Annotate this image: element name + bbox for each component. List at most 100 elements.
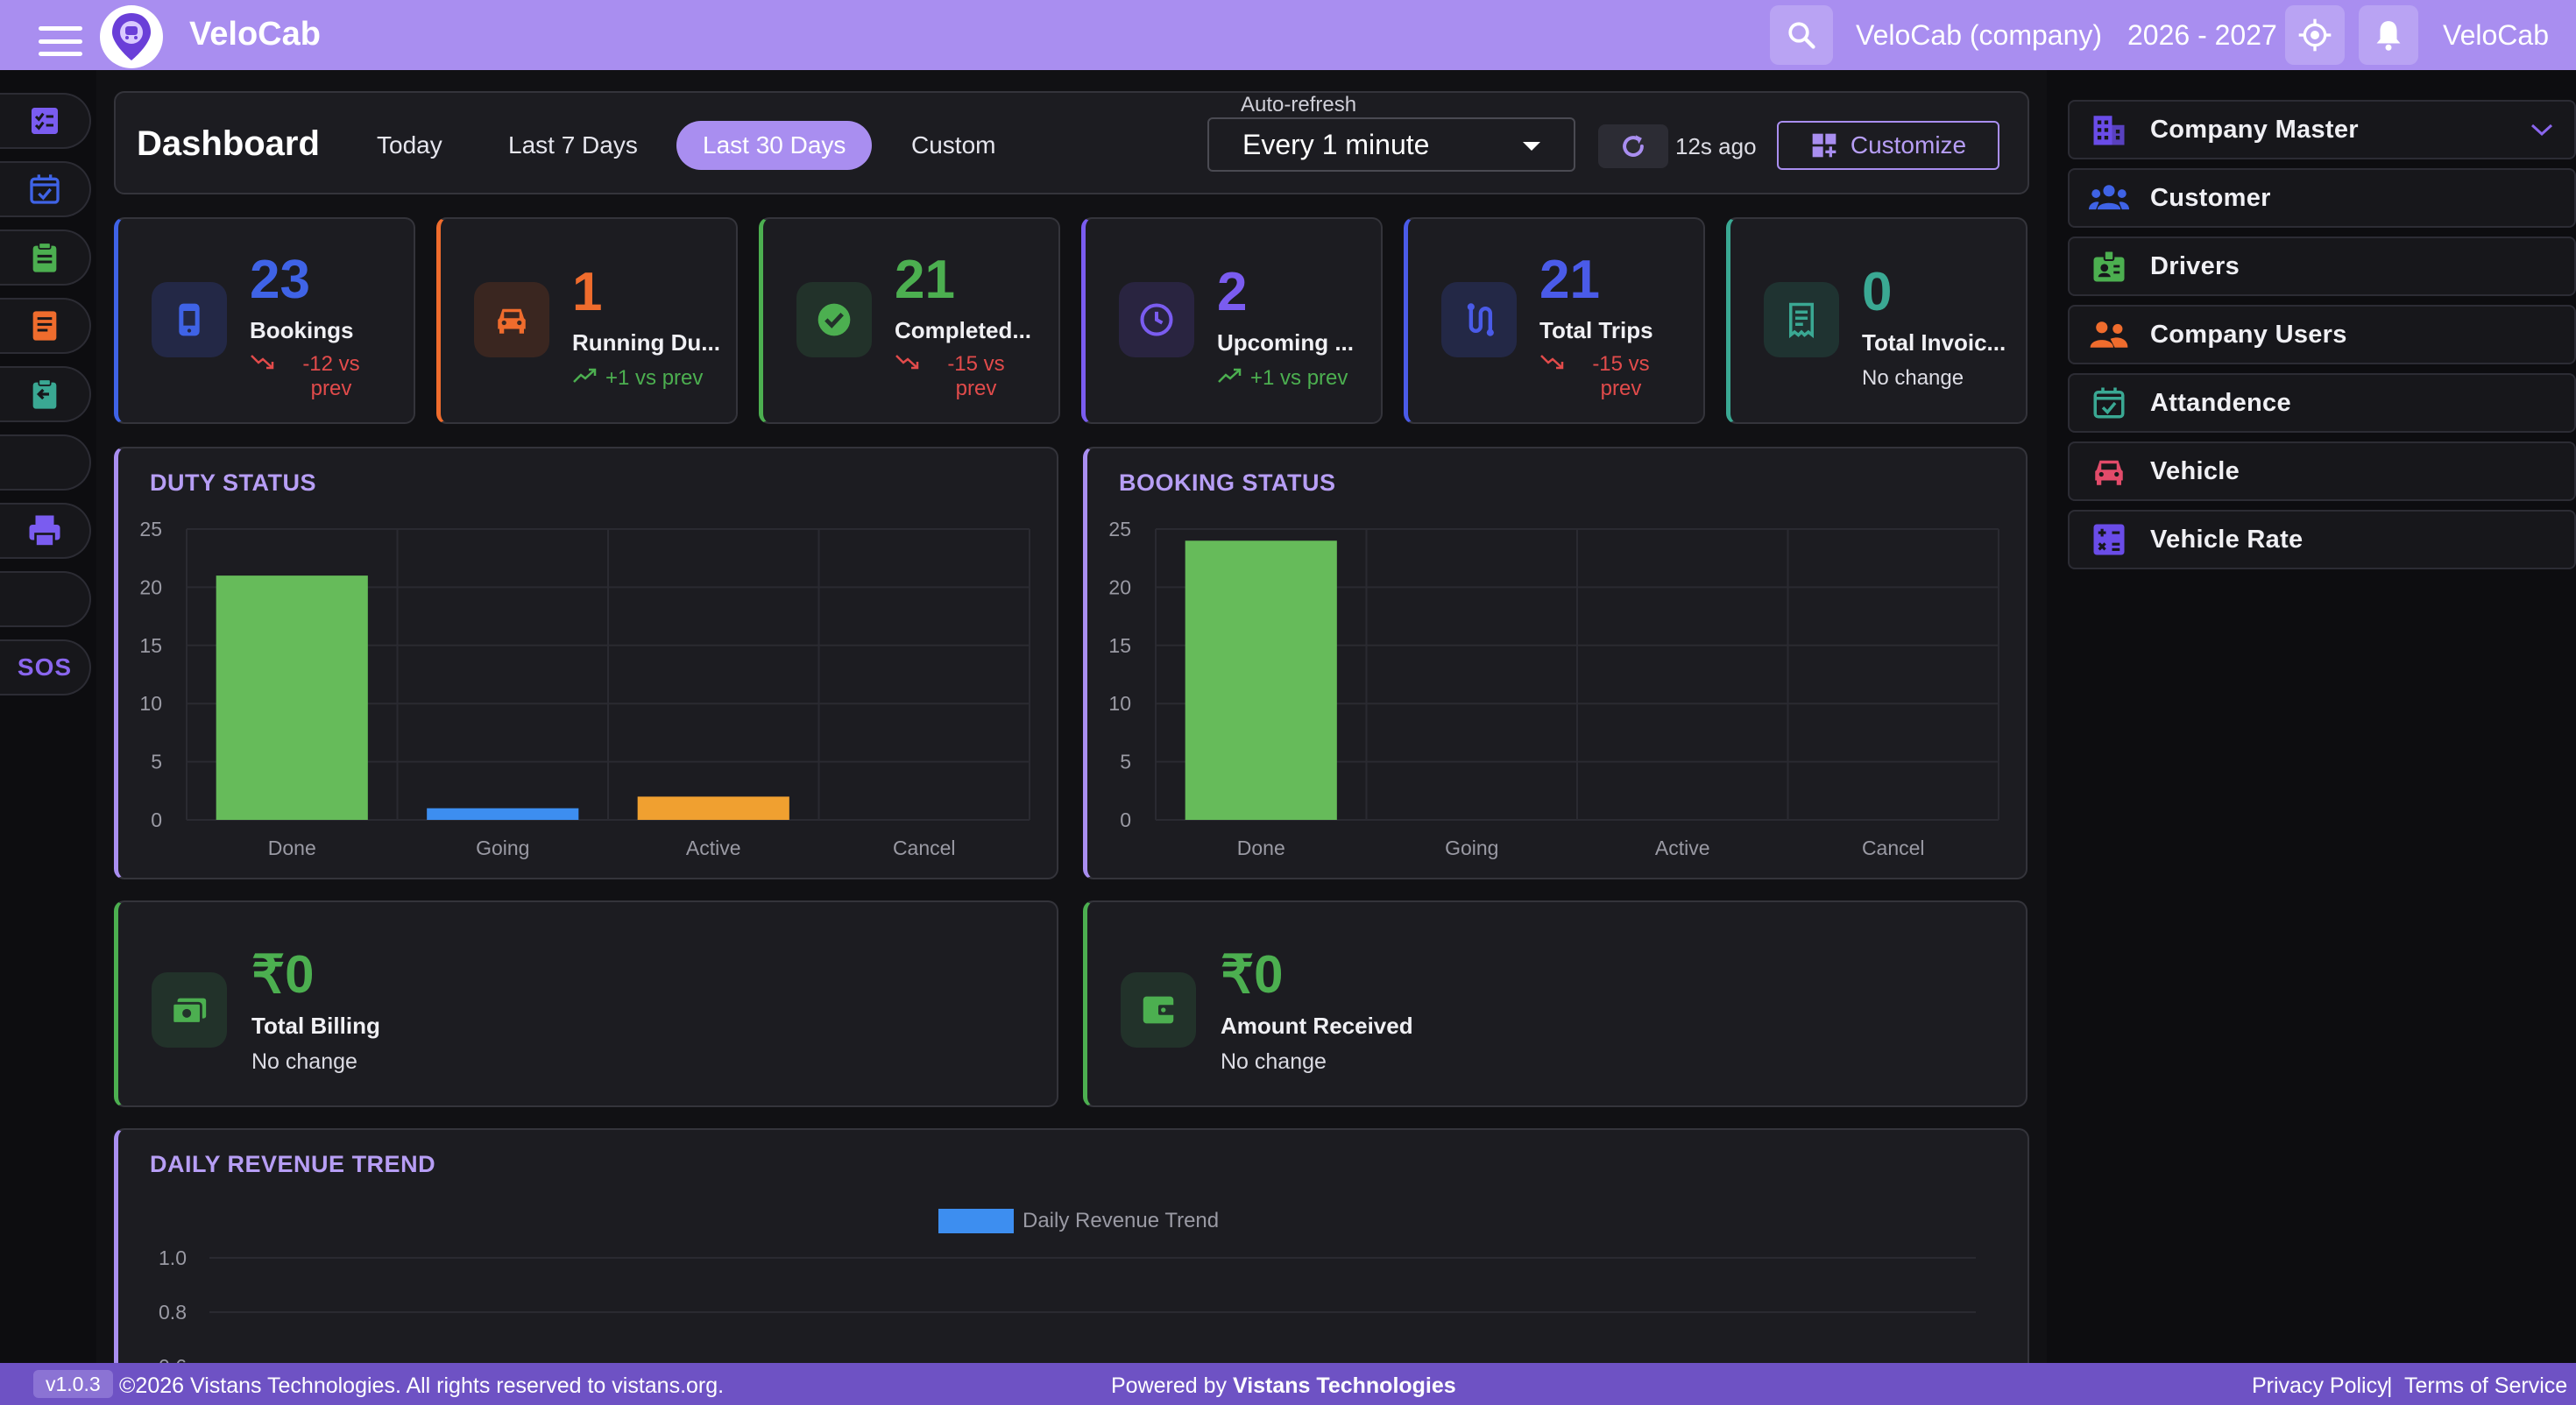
kpi-value: 2 (1217, 262, 1248, 322)
range-tab-last-7-days[interactable]: Last 7 Days (508, 131, 638, 159)
refresh-button[interactable] (1598, 124, 1668, 168)
daily-revenue-panel: DAILY REVENUE TREND Daily Revenue Trend … (114, 1128, 2029, 1391)
calendar-check-icon (2087, 381, 2131, 425)
y-tick-label: 20 (1108, 575, 1131, 598)
kpi-bookings[interactable]: 23 Bookings -12 vs prev (114, 217, 415, 424)
kpi-label: Upcoming ... (1217, 329, 1354, 356)
clock-icon (1119, 282, 1194, 357)
clipboard-return-icon (32, 378, 57, 409)
rail-clipboard-return[interactable] (0, 366, 91, 422)
company-selector[interactable]: VeloCab (company) (1856, 19, 2103, 51)
y-tick-label: 25 (1108, 518, 1131, 540)
menu-customer[interactable]: Customer (2068, 168, 2576, 228)
menu-vehicle-rate[interactable]: Vehicle Rate (2068, 510, 2576, 569)
app-logo[interactable] (100, 5, 163, 68)
kpi-label: Running Du... (572, 329, 720, 356)
bar-active[interactable] (637, 796, 789, 820)
x-tick-label: Done (1237, 837, 1285, 859)
location-button[interactable] (2285, 5, 2345, 65)
refresh-icon (1623, 135, 1644, 157)
range-tab-today[interactable]: Today (377, 131, 442, 159)
powered-by-name[interactable]: Vistans Technologies (1232, 1373, 1456, 1398)
kpi-total-trips[interactable]: 21 Total Trips -15 vs prev (1404, 217, 1705, 424)
menu-toggle-icon[interactable] (39, 26, 82, 56)
y-tick-label: 0 (1120, 808, 1131, 831)
total-billing-card[interactable]: ₹0 Total Billing No change (114, 900, 1058, 1107)
customize-button[interactable]: Customize (1777, 121, 1999, 170)
money-change: No change (1221, 1049, 1327, 1074)
duty-status-chart: 0 5 10 15 20 25 Done Going Active Cancel (139, 518, 1030, 859)
rail-invoice[interactable] (0, 298, 91, 354)
legend-label[interactable]: Daily Revenue Trend (1023, 1209, 1220, 1232)
rail-calendar[interactable] (0, 161, 91, 217)
user-menu[interactable]: VeloCab (2443, 19, 2549, 51)
rail-checklist[interactable] (0, 93, 91, 149)
menu-company-master[interactable]: Company Master (2068, 100, 2576, 159)
y-tick-label: 10 (1108, 692, 1131, 715)
amount-received-card[interactable]: ₹0 Amount Received No change (1083, 900, 2028, 1107)
booking-status-chart: 0 5 10 15 20 25 Done Going Active Cancel (1108, 518, 1999, 859)
range-tab-custom[interactable]: Custom (911, 131, 996, 159)
kpi-upcoming[interactable]: 2 Upcoming ... +1 vs prev (1081, 217, 1383, 424)
money-label: Total Billing (251, 1013, 380, 1039)
kpi-change: -15 vs prev (895, 352, 1024, 401)
bar-done[interactable] (216, 575, 368, 820)
kpi-change: No change (1862, 366, 1964, 390)
menu-drivers[interactable]: Drivers (2068, 237, 2576, 296)
auto-refresh-select[interactable]: Every 1 minute (1207, 117, 1575, 172)
grid-add-icon (1812, 133, 1836, 158)
rail-sos[interactable]: SOS (0, 639, 91, 695)
footer: v1.0.3 ©2026 Vistans Technologies. All r… (0, 1363, 2576, 1405)
kpi-value: 23 (250, 250, 310, 310)
calendar-check-icon (30, 174, 60, 204)
terms-link[interactable]: Terms of Service (2404, 1373, 2568, 1398)
duty-status-panel: DUTY STATUS 0 5 10 15 20 25 Done Going Active Can… (114, 447, 1058, 879)
kpi-change: +1 vs prev (572, 366, 703, 391)
calculator-icon (2087, 518, 2131, 561)
printer-icon (29, 515, 60, 547)
legend-swatch[interactable] (938, 1209, 1014, 1233)
top-bar: VeloCab VeloCab (company) 2026 - 2027 Ve… (0, 0, 2576, 70)
x-tick-label: Cancel (1862, 837, 1925, 859)
page-title: Dashboard (137, 124, 320, 163)
y-tick-label: 5 (1120, 751, 1131, 773)
menu-company-users[interactable]: Company Users (2068, 305, 2576, 364)
kpi-label: Total Invoic... (1862, 329, 2006, 356)
y-tick-label: 20 (139, 575, 162, 598)
kpi-running-duties[interactable]: 1 Running Du... +1 vs prev (436, 217, 738, 424)
search-button[interactable] (1770, 5, 1833, 65)
last-updated: 12s ago (1675, 133, 1757, 159)
rail-clipboard[interactable] (0, 229, 91, 286)
search-icon (1788, 22, 1815, 49)
chart-title: DAILY REVENUE TREND (150, 1151, 436, 1177)
menu-attendance[interactable]: Attandence (2068, 373, 2576, 433)
menu-label: Attandence (2150, 388, 2291, 417)
privacy-policy-link[interactable]: Privacy Policy (2252, 1373, 2388, 1398)
menu-label: Drivers (2150, 251, 2240, 280)
mobile-icon (152, 282, 227, 357)
users-icon (2087, 176, 2131, 220)
range-tab-last-30-days[interactable]: Last 30 Days (676, 121, 873, 170)
rail-blank-1[interactable] (0, 434, 91, 491)
bar-going[interactable] (427, 808, 579, 820)
crosshair-icon (2298, 18, 2332, 52)
auto-refresh-label: Auto-refresh (1235, 93, 1362, 117)
wallet-icon (1121, 972, 1196, 1048)
financial-year[interactable]: 2026 - 2027 (2127, 19, 2277, 51)
clipboard-icon (32, 242, 57, 272)
rail-printer[interactable] (0, 503, 91, 559)
id-badge-icon (2087, 244, 2131, 288)
notifications-button[interactable] (2359, 5, 2418, 65)
kpi-completed[interactable]: 21 Completed... -15 vs prev (759, 217, 1060, 424)
trend-down-icon (895, 355, 919, 370)
app-brand: VeloCab (189, 16, 321, 53)
menu-vehicle[interactable]: Vehicle (2068, 441, 2576, 501)
menu-label: Vehicle (2150, 456, 2240, 485)
trend-up-icon (573, 368, 597, 383)
kpi-label: Completed... (895, 317, 1032, 343)
bar-done[interactable] (1185, 540, 1337, 820)
rail-blank-2[interactable] (0, 571, 91, 627)
y-tick-label: 0 (151, 808, 162, 831)
trend-up-icon (1218, 368, 1242, 383)
kpi-total-invoices[interactable]: 0 Total Invoic... No change (1726, 217, 2028, 424)
